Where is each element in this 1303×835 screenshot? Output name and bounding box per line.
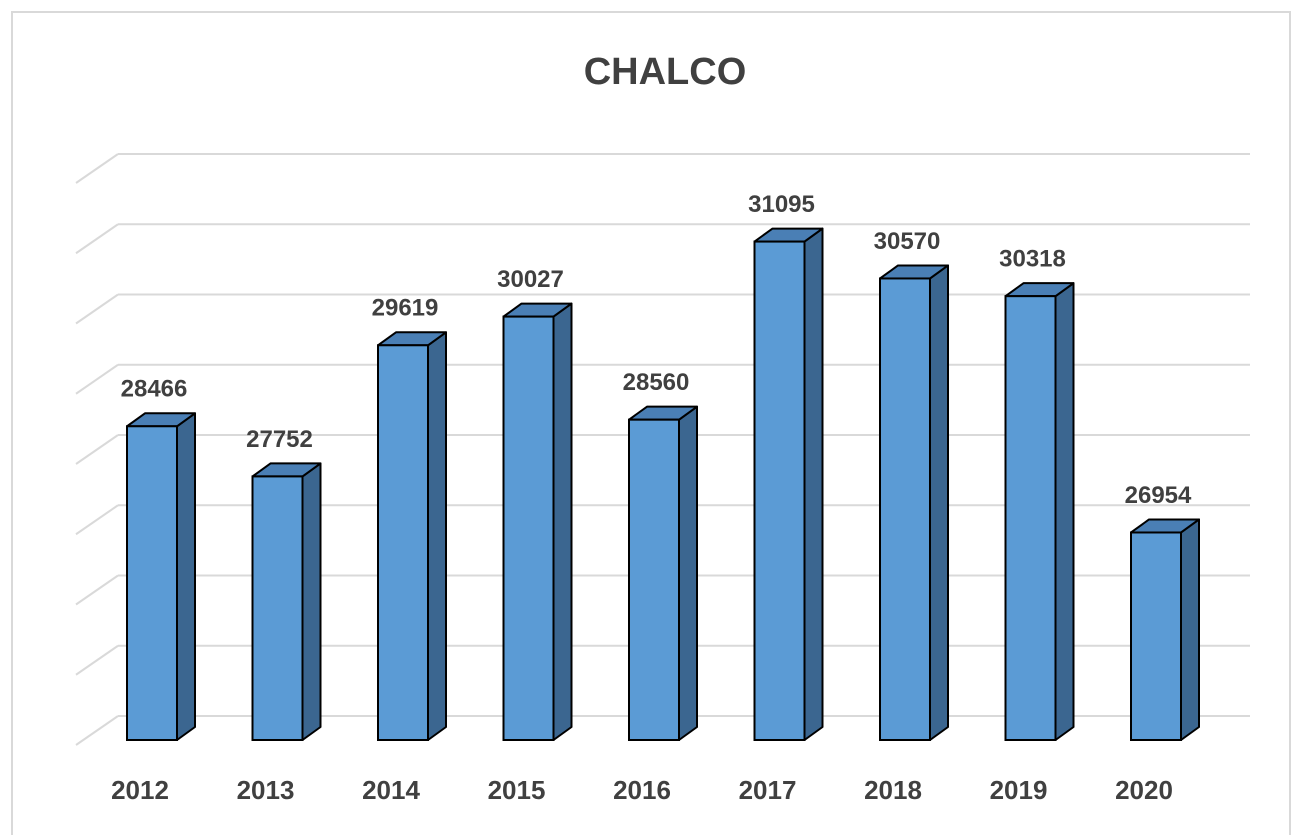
- bar-side: [427, 331, 447, 741]
- bar-side: [176, 412, 196, 741]
- bar: [628, 418, 680, 741]
- value-label: 26954: [1125, 482, 1192, 509]
- x-tick-label: 2016: [613, 775, 671, 805]
- bar: [502, 315, 555, 741]
- value-label: 29619: [372, 295, 439, 322]
- grid-line-depth: [75, 715, 119, 746]
- value-label: 28466: [121, 376, 188, 403]
- value-label: 30318: [999, 246, 1066, 273]
- bar-side: [301, 462, 322, 741]
- value-label: 30570: [874, 228, 941, 255]
- bar-side: [1180, 518, 1200, 741]
- bar: [251, 475, 304, 741]
- grid-line-depth: [75, 223, 119, 255]
- x-tick-label: 2019: [990, 775, 1048, 805]
- bar: [377, 344, 429, 741]
- chart-title: CHALCO: [584, 51, 747, 93]
- x-tick-label: 2013: [237, 775, 295, 805]
- x-tick-label: 2020: [1115, 775, 1173, 805]
- bar-side: [678, 405, 698, 741]
- bar: [753, 240, 806, 741]
- grid-line-depth: [75, 644, 119, 676]
- x-tick-label: 2018: [864, 775, 922, 805]
- bar-side: [803, 227, 824, 741]
- bar-side: [1054, 282, 1075, 741]
- grid-line-depth: [75, 574, 119, 606]
- grid-line-depth: [75, 504, 119, 536]
- bar: [126, 425, 178, 741]
- bar: [1130, 531, 1182, 741]
- grid-line-depth: [75, 363, 119, 395]
- bar-side: [929, 264, 949, 741]
- value-label: 27752: [246, 426, 313, 453]
- x-tick-label: 2017: [739, 775, 797, 805]
- value-label: 30027: [497, 266, 564, 293]
- grid-line-depth: [75, 293, 119, 325]
- bar-side: [552, 302, 573, 741]
- x-tick-label: 2014: [362, 775, 420, 805]
- x-tick-label: 2012: [111, 775, 169, 805]
- value-label: 31095: [748, 191, 815, 218]
- bar: [1004, 295, 1057, 741]
- x-tick-label: 2015: [488, 775, 546, 805]
- grid-line-depth: [75, 153, 119, 184]
- bar: [879, 277, 931, 741]
- grid-line-depth: [75, 434, 119, 465]
- value-label: 28560: [623, 369, 690, 396]
